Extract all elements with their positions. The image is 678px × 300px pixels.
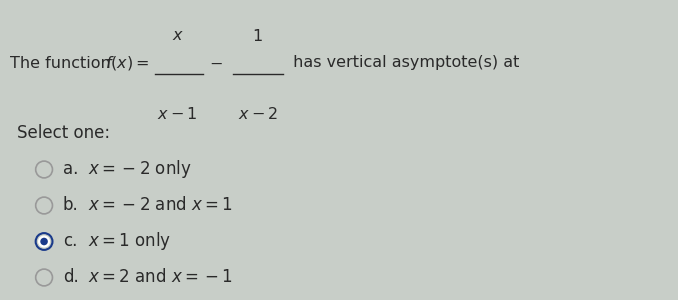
- Text: The function: The function: [10, 56, 116, 70]
- Text: $x-1$: $x-1$: [157, 106, 198, 122]
- Ellipse shape: [40, 238, 48, 245]
- Text: c.: c.: [62, 232, 77, 250]
- Ellipse shape: [38, 236, 50, 247]
- Text: b.: b.: [62, 196, 79, 214]
- Text: $1$: $1$: [252, 28, 263, 44]
- Text: $x = 1$ only: $x = 1$ only: [88, 230, 172, 253]
- Text: $-$: $-$: [209, 56, 222, 70]
- Ellipse shape: [36, 197, 52, 214]
- Text: $x = -2$ only: $x = -2$ only: [88, 158, 192, 181]
- Text: $x = -2$ and $x = 1$: $x = -2$ and $x = 1$: [88, 196, 233, 214]
- Text: has vertical asymptote(s) at: has vertical asymptote(s) at: [288, 56, 519, 70]
- Text: $x$: $x$: [172, 28, 184, 44]
- Ellipse shape: [36, 161, 52, 178]
- Ellipse shape: [36, 233, 52, 250]
- Text: Select one:: Select one:: [17, 124, 110, 142]
- Text: $x-2$: $x-2$: [237, 106, 278, 122]
- Ellipse shape: [36, 269, 52, 286]
- Text: $x = 2$ and $x = -1$: $x = 2$ and $x = -1$: [88, 268, 233, 286]
- Text: a.: a.: [62, 160, 78, 178]
- Text: $f(x) =$: $f(x) =$: [105, 54, 150, 72]
- Text: d.: d.: [62, 268, 79, 286]
